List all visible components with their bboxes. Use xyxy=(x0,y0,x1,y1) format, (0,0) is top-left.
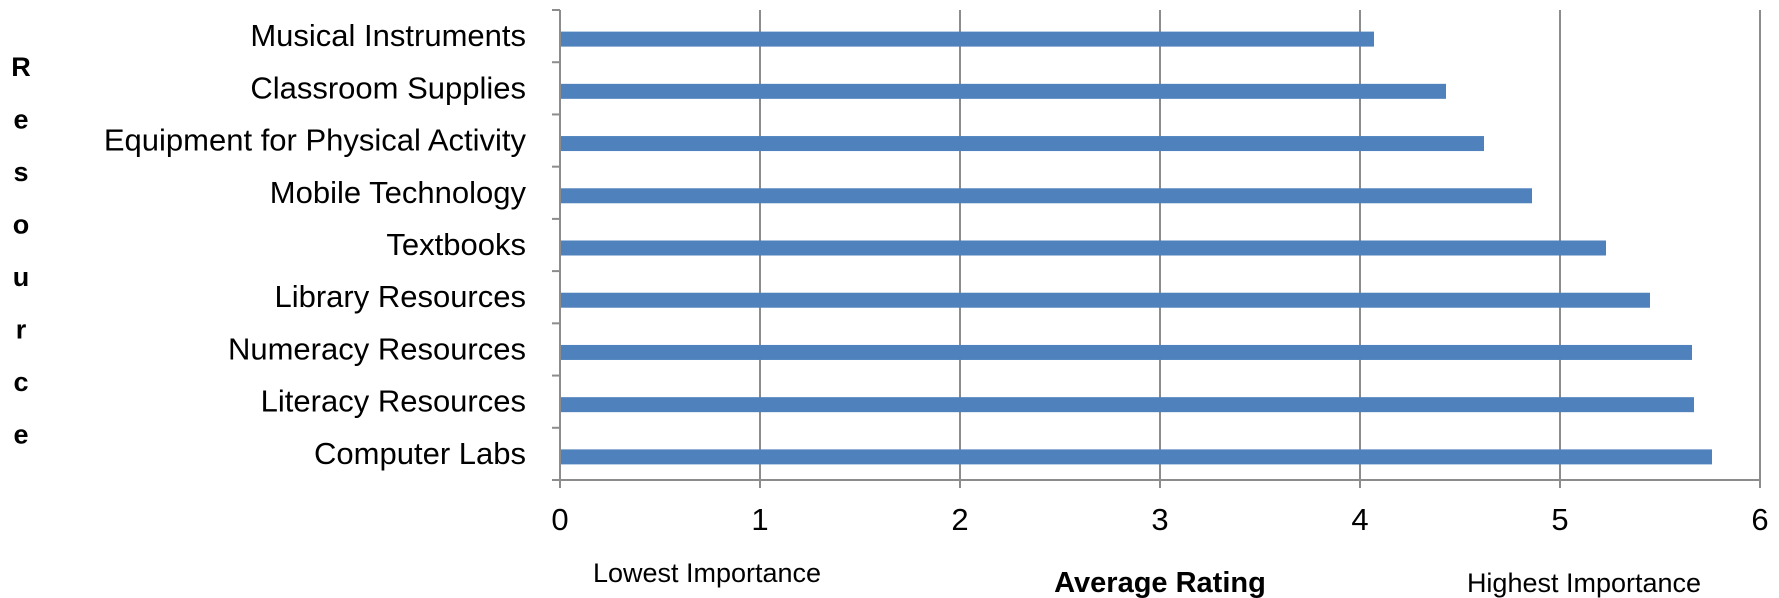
y-axis-title-letter: r xyxy=(16,315,27,345)
bar xyxy=(561,449,1712,465)
bar xyxy=(561,188,1532,204)
y-axis-title-letter: R xyxy=(11,52,31,82)
category-labels: Musical Instruments Classroom Supplies Equ… xyxy=(104,18,527,471)
x-tick-label: 4 xyxy=(1351,502,1368,537)
x-tick-label: 2 xyxy=(951,502,968,537)
axes xyxy=(552,9,1761,488)
y-axis-title-letter: e xyxy=(13,105,28,135)
y-axis-title-letter: o xyxy=(13,210,30,240)
category-label: Computer Labs xyxy=(314,436,526,471)
x-axis-title: Average Rating xyxy=(1054,567,1266,598)
category-label: Library Resources xyxy=(274,279,526,314)
y-axis-title: Resource xyxy=(11,52,31,450)
category-label: Classroom Supplies xyxy=(250,70,526,105)
bar xyxy=(561,31,1374,47)
x-annotation-low: Lowest Importance xyxy=(593,558,821,588)
category-label: Equipment for Physical Activity xyxy=(104,123,527,158)
bar xyxy=(561,240,1606,256)
category-label: Textbooks xyxy=(386,227,526,262)
x-tick-label: 5 xyxy=(1551,502,1568,537)
x-annotation-high: Highest Importance xyxy=(1467,568,1701,598)
category-label: Musical Instruments xyxy=(250,18,526,53)
y-axis-title-letter: e xyxy=(13,420,28,450)
y-axis-title-letter: s xyxy=(13,157,28,187)
bar xyxy=(561,292,1650,308)
x-tick-label: 1 xyxy=(751,502,768,537)
category-label: Numeracy Resources xyxy=(228,331,526,366)
bars xyxy=(561,31,1712,465)
bar xyxy=(561,344,1692,360)
x-tick-label: 3 xyxy=(1151,502,1168,537)
y-axis-title-letter: c xyxy=(13,367,28,397)
x-tick-labels: 0 1 2 3 4 5 6 xyxy=(551,502,1768,537)
x-tick-label: 6 xyxy=(1751,502,1768,537)
bar xyxy=(561,397,1694,413)
x-tick-label: 0 xyxy=(551,502,568,537)
category-label: Mobile Technology xyxy=(270,175,527,210)
bar xyxy=(561,136,1484,152)
y-axis-title-letter: u xyxy=(13,262,30,292)
category-label: Literacy Resources xyxy=(261,384,526,419)
bar xyxy=(561,83,1446,99)
